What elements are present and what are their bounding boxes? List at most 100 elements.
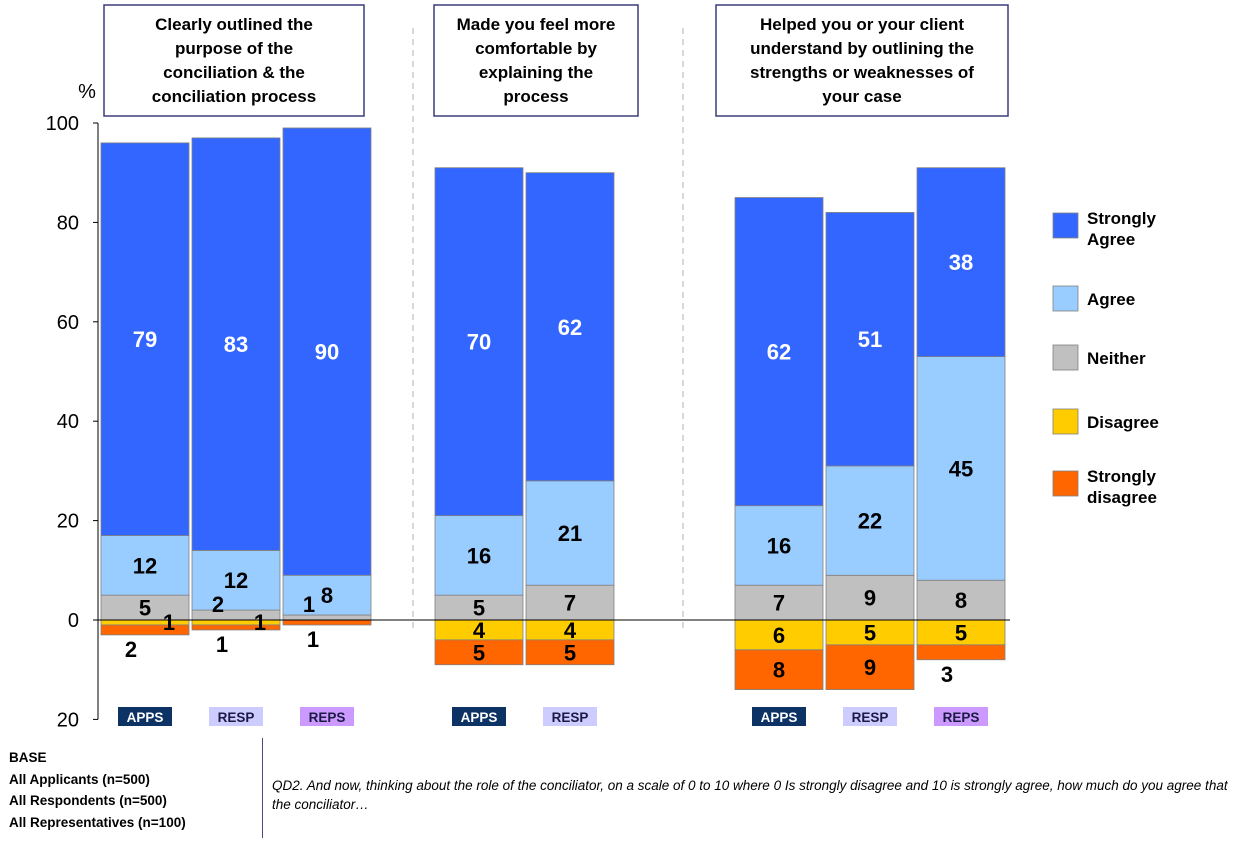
data-label-strongly-disagree: 9 — [864, 655, 876, 680]
bar-segment-strongly-disagree — [282, 619, 372, 626]
group-title-box — [715, 4, 1009, 117]
bar-segment-agree — [282, 574, 372, 616]
category-badge-bg — [934, 707, 988, 726]
data-label-agree: 22 — [858, 509, 882, 534]
data-label-strongly-disagree: 2 — [125, 637, 137, 662]
category-badge-bg — [843, 707, 897, 726]
legend-label: Agree — [1087, 230, 1135, 249]
bar-segment-strongly-disagree — [191, 624, 281, 631]
data-label-strongly-agree: 83 — [224, 332, 248, 357]
group-title-line: strengths or weaknesses of — [750, 63, 974, 82]
bar-segment-strongly-disagree — [525, 639, 615, 666]
bar-segment-strongly-agree — [191, 137, 281, 551]
bar-segment-strongly-disagree — [100, 624, 190, 636]
group-title-line: process — [503, 87, 568, 106]
data-label-agree: 12 — [133, 553, 157, 578]
category-label: RESP — [852, 710, 889, 725]
legend-label: Disagree — [1087, 413, 1159, 432]
bar-segment-strongly-agree — [825, 212, 915, 467]
bar-segment-disagree — [916, 619, 1006, 646]
category-badge-bg — [209, 707, 263, 726]
group-title-line: purpose of the — [175, 39, 293, 58]
y-tick-label: 20 — [57, 709, 79, 731]
group-title-line: conciliation process — [152, 87, 316, 106]
bar-segment-strongly-disagree — [434, 639, 524, 666]
question-text: QD2. And now, thinking about the role of… — [272, 778, 1228, 812]
y-tick-label: 40 — [57, 411, 79, 433]
bar-segment-disagree — [100, 619, 190, 626]
data-label-disagree: 5 — [864, 620, 876, 645]
category-badge-bg — [300, 707, 354, 726]
base-divider — [262, 738, 263, 838]
bar-segment-disagree — [734, 619, 824, 651]
base-line-respondents: All Respondents (n=500) — [9, 793, 167, 808]
data-label-strongly-agree: 70 — [467, 330, 491, 355]
data-label-strongly-agree: 90 — [315, 340, 339, 365]
group-title-line: Clearly outlined the — [155, 15, 313, 34]
data-label-strongly-disagree: 1 — [216, 632, 228, 657]
bar-segment-agree — [825, 465, 915, 576]
y-tick-label: 0 — [68, 610, 79, 632]
category-label: APPS — [127, 710, 164, 725]
bar-segment-strongly-disagree — [916, 644, 1006, 661]
bar-segment-agree — [100, 535, 190, 596]
legend-swatch-strongly-agree — [1052, 212, 1079, 239]
data-label-neither: 1 — [303, 592, 315, 617]
data-label-strongly-disagree: 1 — [307, 627, 319, 652]
data-label-strongly-disagree: 5 — [564, 640, 576, 665]
legend-label: Agree — [1087, 290, 1135, 309]
category-badge-bg — [118, 707, 172, 726]
bar-segment-neither — [191, 609, 281, 621]
category-badge-bg — [543, 707, 597, 726]
data-label-strongly-agree: 38 — [949, 250, 973, 275]
data-label-agree: 45 — [949, 456, 973, 481]
bar-segment-disagree — [825, 619, 915, 646]
bar-segment-strongly-agree — [916, 167, 1006, 357]
data-label-neither: 7 — [564, 591, 576, 616]
data-label-agree: 16 — [767, 533, 791, 558]
data-label-disagree: 5 — [955, 620, 967, 645]
group-title-line: Made you feel more — [457, 15, 616, 34]
group-title-line: understand by outlining the — [750, 39, 974, 58]
group-title-line: conciliation & the — [163, 63, 305, 82]
bar-segment-neither — [100, 594, 190, 621]
group-title-box — [103, 4, 365, 117]
data-label-disagree: 1 — [163, 610, 175, 635]
legend-label: Neither — [1087, 349, 1146, 368]
data-label-neither: 5 — [139, 596, 151, 621]
bar-segment-strongly-disagree — [825, 644, 915, 690]
data-label-strongly-disagree: 8 — [773, 658, 785, 683]
data-label-strongly-agree: 62 — [558, 315, 582, 340]
y-tick-label: 80 — [57, 212, 79, 234]
data-label-disagree: 1 — [254, 610, 266, 635]
category-label: APPS — [461, 710, 498, 725]
bar-segment-strongly-agree — [434, 167, 524, 517]
bar-segment-agree — [434, 515, 524, 596]
bar-segment-strongly-agree — [100, 142, 190, 536]
data-label-agree: 16 — [467, 543, 491, 568]
data-label-neither: 9 — [864, 586, 876, 611]
y-tick-label: 60 — [57, 312, 79, 334]
bar-segment-neither — [434, 594, 524, 621]
category-label: APPS — [761, 710, 798, 725]
group-title-line: your case — [822, 87, 901, 106]
legend-swatch-neither — [1052, 344, 1079, 371]
category-badge-bg — [752, 707, 806, 726]
y-tick-label: 100 — [46, 113, 79, 135]
data-label-strongly-agree: 51 — [858, 327, 882, 352]
data-label-agree: 21 — [558, 521, 582, 546]
data-label-strongly-disagree: 5 — [473, 640, 485, 665]
bar-segment-disagree — [191, 619, 281, 626]
legend-swatch-disagree — [1052, 408, 1079, 435]
category-label: REPS — [943, 710, 980, 725]
category-label: REPS — [309, 710, 346, 725]
data-label-neither: 2 — [212, 592, 224, 617]
bar-segment-neither — [282, 614, 372, 621]
base-line-representatives: All Representatives (n=100) — [9, 814, 186, 830]
data-label-neither: 5 — [473, 596, 485, 621]
bar-segment-agree — [525, 480, 615, 586]
base-line-applicants: All Applicants (n=500) — [9, 771, 150, 787]
category-badge-bg — [452, 707, 506, 726]
data-label-disagree: 4 — [564, 618, 577, 643]
